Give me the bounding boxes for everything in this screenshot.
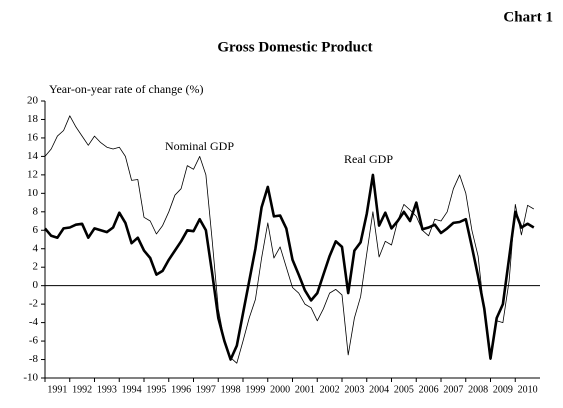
x-tick-label: 1999: [245, 384, 265, 395]
x-tick-label: 2010: [518, 384, 538, 395]
x-tick-label: 2001: [295, 384, 315, 395]
x-tick-label: 1991: [47, 384, 67, 395]
x-tick-label: 2009: [493, 384, 513, 395]
y-tick-label: 16: [27, 131, 39, 143]
y-tick-label: -10: [23, 372, 38, 384]
x-tick-label: 1994: [122, 384, 142, 395]
y-axis-label: Year-on-year rate of change (%): [49, 82, 203, 96]
y-tick-label: -8: [29, 353, 39, 365]
chart-title: Gross Domestic Product: [217, 39, 372, 55]
series-line: [44, 115, 535, 364]
x-tick-label: 2002: [320, 384, 340, 395]
y-tick-label: 14: [27, 150, 39, 162]
x-tick-label: 2007: [443, 384, 463, 395]
x-tick-label: 2005: [394, 384, 414, 395]
y-tick-label: 12: [27, 168, 38, 180]
y-tick-label: -2: [29, 298, 38, 310]
series-label: Real GDP: [344, 152, 393, 166]
series-label: Nominal GDP: [165, 139, 234, 153]
x-tick-label: 1992: [72, 384, 92, 395]
x-tick-label: 1996: [171, 384, 191, 395]
x-tick-label: 1993: [97, 384, 117, 395]
y-tick-label: 4: [33, 242, 39, 254]
x-tick-label: 1995: [146, 384, 166, 395]
x-tick-label: 2004: [369, 384, 389, 395]
x-tick-label: 2003: [344, 384, 364, 395]
corner-label: Chart 1: [503, 9, 553, 25]
y-tick-label: 6: [33, 224, 39, 236]
y-tick-label: 20: [27, 95, 39, 107]
y-tick-label: 2: [33, 261, 39, 273]
y-tick-label: 10: [27, 187, 39, 199]
y-tick-label: 18: [27, 113, 39, 125]
x-tick-label: 1998: [221, 384, 241, 395]
x-tick-label: 2006: [419, 384, 439, 395]
y-tick-label: -6: [29, 335, 39, 347]
y-tick-label: 0: [33, 279, 39, 291]
y-tick-label: -4: [29, 316, 39, 328]
x-tick-label: 2008: [468, 384, 488, 395]
x-tick-label: 1997: [196, 384, 216, 395]
series-line: [44, 173, 535, 361]
x-tick-label: 2000: [270, 384, 290, 395]
y-tick-label: 8: [33, 205, 39, 217]
